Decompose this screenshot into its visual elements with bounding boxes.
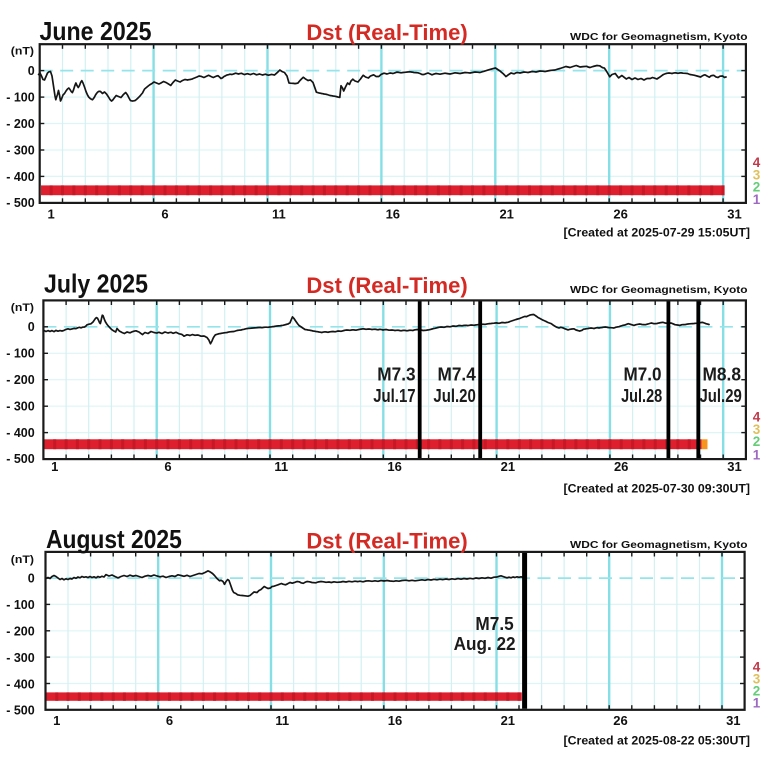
svg-text:6: 6 — [164, 459, 171, 474]
svg-text:- 200: - 200 — [6, 117, 35, 131]
svg-text:Dst (Real-Time): Dst (Real-Time) — [306, 528, 467, 553]
svg-text:- 400: - 400 — [6, 170, 35, 184]
svg-text:M7.4: M7.4 — [438, 364, 476, 384]
svg-text:6: 6 — [166, 713, 173, 728]
svg-text:- 100: - 100 — [6, 91, 35, 105]
svg-text:31: 31 — [726, 713, 740, 728]
svg-text:[Created at 2025-07-30 09:30UT: [Created at 2025-07-30 09:30UT] — [564, 484, 751, 496]
svg-text:0: 0 — [28, 572, 35, 586]
svg-text:6: 6 — [161, 207, 168, 222]
svg-text:3: 3 — [753, 422, 761, 437]
svg-text:1: 1 — [753, 192, 761, 207]
svg-text:WDC for Geomagnetism, Kyoto: WDC for Geomagnetism, Kyoto — [570, 31, 748, 43]
svg-text:- 500: - 500 — [6, 704, 35, 718]
svg-text:M8.8: M8.8 — [703, 364, 742, 384]
svg-text:4: 4 — [753, 660, 761, 675]
svg-text:- 300: - 300 — [6, 651, 35, 665]
svg-text:26: 26 — [613, 713, 627, 728]
svg-text:11: 11 — [275, 713, 289, 728]
svg-text:- 100: - 100 — [6, 598, 35, 612]
svg-text:16: 16 — [387, 459, 401, 474]
svg-text:26: 26 — [613, 207, 627, 222]
svg-text:4: 4 — [753, 155, 761, 170]
svg-text:31: 31 — [727, 207, 741, 222]
svg-text:0: 0 — [28, 320, 35, 334]
svg-text:Jul.17: Jul.17 — [373, 386, 415, 406]
svg-text:Jul.20: Jul.20 — [433, 386, 475, 406]
svg-text:- 100: - 100 — [6, 347, 35, 361]
svg-text:21: 21 — [501, 459, 515, 474]
svg-text:- 400: - 400 — [6, 677, 35, 691]
svg-text:M7.3: M7.3 — [377, 364, 415, 384]
svg-text:- 300: - 300 — [6, 143, 35, 157]
svg-text:0: 0 — [28, 64, 35, 78]
svg-text:[Created at 2025-07-29 15:05UT: [Created at 2025-07-29 15:05UT] — [564, 227, 751, 239]
svg-text:Aug. 22: Aug. 22 — [454, 634, 516, 654]
svg-text:1: 1 — [47, 207, 54, 222]
svg-text:M7.0: M7.0 — [624, 364, 662, 384]
svg-text:- 400: - 400 — [6, 426, 35, 440]
svg-text:M7.5: M7.5 — [475, 614, 513, 634]
svg-text:(nT): (nT) — [11, 46, 35, 58]
svg-text:WDC for Geomagnetism, Kyoto: WDC for Geomagnetism, Kyoto — [570, 284, 748, 296]
svg-text:21: 21 — [499, 207, 513, 222]
svg-text:1: 1 — [51, 459, 58, 474]
svg-text:WDC for Geomagnetism, Kyoto: WDC for Geomagnetism, Kyoto — [570, 539, 748, 551]
svg-text:2: 2 — [753, 434, 761, 449]
svg-text:3: 3 — [753, 672, 761, 687]
svg-text:Jul.29: Jul.29 — [700, 386, 742, 406]
svg-text:June 2025: June 2025 — [40, 16, 152, 46]
svg-text:(nT): (nT) — [11, 302, 35, 314]
svg-text:3: 3 — [753, 167, 761, 182]
svg-text:31: 31 — [727, 459, 741, 474]
svg-text:11: 11 — [272, 207, 286, 222]
svg-text:1: 1 — [753, 447, 761, 462]
svg-text:16: 16 — [388, 713, 402, 728]
svg-text:- 500: - 500 — [6, 452, 35, 466]
svg-text:- 200: - 200 — [6, 625, 35, 639]
svg-text:2: 2 — [753, 684, 761, 699]
svg-text:26: 26 — [614, 459, 628, 474]
svg-text:Dst (Real-Time): Dst (Real-Time) — [306, 273, 467, 298]
svg-text:16: 16 — [386, 207, 400, 222]
svg-text:Dst (Real-Time): Dst (Real-Time) — [306, 20, 467, 45]
svg-text:(nT): (nT) — [11, 554, 35, 566]
svg-text:- 500: - 500 — [6, 196, 35, 210]
svg-text:- 300: - 300 — [6, 399, 35, 413]
svg-text:4: 4 — [753, 409, 761, 424]
svg-text:[Created at 2025-08-22 05:30UT: [Created at 2025-08-22 05:30UT] — [564, 736, 751, 748]
svg-text:July 2025: July 2025 — [44, 269, 148, 299]
svg-text:2: 2 — [753, 180, 761, 195]
svg-text:1: 1 — [753, 696, 761, 711]
svg-text:21: 21 — [501, 713, 515, 728]
svg-text:11: 11 — [274, 459, 288, 474]
svg-text:1: 1 — [53, 713, 60, 728]
svg-text:- 200: - 200 — [6, 373, 35, 387]
svg-text:Jul.28: Jul.28 — [621, 386, 662, 406]
svg-text:August 2025: August 2025 — [46, 524, 182, 554]
